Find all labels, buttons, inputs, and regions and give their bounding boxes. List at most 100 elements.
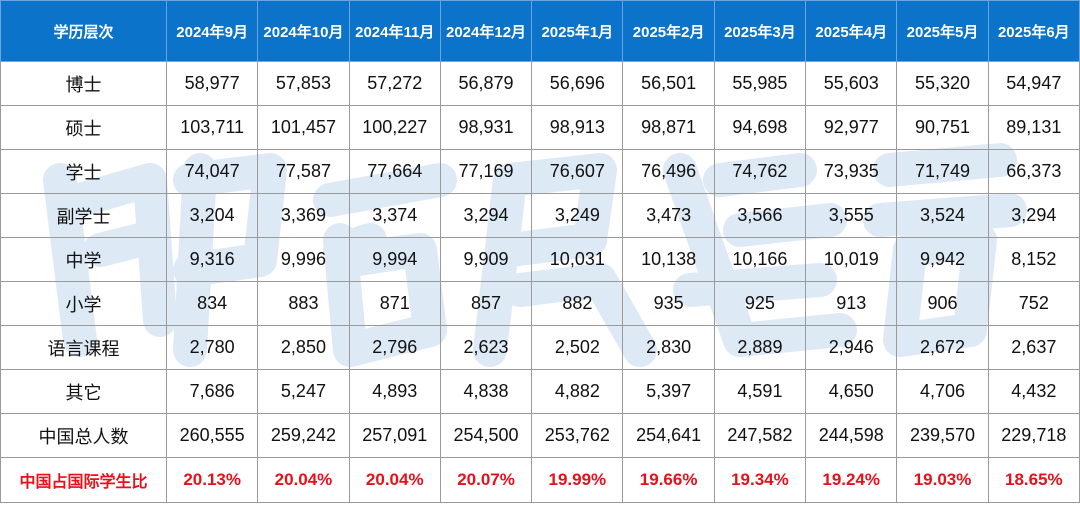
header-cell: 学历层次 (0, 0, 167, 62)
value-cell: 98,871 (622, 105, 715, 150)
value-cell: 19.99% (531, 457, 624, 503)
value-cell: 20.13% (165, 457, 259, 503)
value-cell: 3,524 (896, 193, 989, 238)
value-cell: 5,247 (257, 369, 350, 414)
row-label: 副学士 (0, 193, 167, 238)
header-cell: 2025年3月 (713, 0, 807, 62)
table-row: 中国总人数 260,555 259,242 257,091 254,500 253,762… (0, 413, 1080, 458)
value-cell: 4,706 (896, 369, 989, 414)
value-cell: 2,672 (896, 325, 989, 370)
value-cell: 92,977 (805, 105, 898, 150)
value-cell: 76,607 (531, 149, 624, 194)
row-label: 中国占国际学生比 (0, 457, 167, 503)
value-cell: 4,591 (713, 369, 807, 414)
value-cell: 257,091 (348, 413, 441, 458)
value-cell: 98,913 (531, 105, 624, 150)
value-cell: 71,749 (896, 149, 989, 194)
value-cell: 10,166 (713, 237, 807, 282)
value-cell: 89,131 (987, 105, 1080, 150)
value-cell: 4,882 (531, 369, 624, 414)
header-cell: 2025年5月 (896, 0, 989, 62)
value-cell: 9,994 (348, 237, 441, 282)
value-cell: 54,947 (987, 61, 1080, 106)
header-cell: 2024年9月 (165, 0, 259, 62)
value-cell: 229,718 (987, 413, 1080, 458)
value-cell: 7,686 (165, 369, 259, 414)
value-cell: 2,623 (439, 325, 533, 370)
value-cell: 74,047 (165, 149, 259, 194)
value-cell: 77,664 (348, 149, 441, 194)
value-cell: 3,555 (805, 193, 898, 238)
value-cell: 3,369 (257, 193, 350, 238)
value-cell: 100,227 (348, 105, 441, 150)
value-cell: 18.65% (987, 457, 1080, 503)
row-label: 中学 (0, 237, 167, 282)
value-cell: 20.04% (257, 457, 350, 503)
value-cell: 10,031 (531, 237, 624, 282)
value-cell: 76,496 (622, 149, 715, 194)
table-row: 博士 58,977 57,853 57,272 56,879 56,696 56,501 55… (0, 61, 1080, 106)
value-cell: 10,019 (805, 237, 898, 282)
value-cell: 56,879 (439, 61, 533, 106)
value-cell: 4,432 (987, 369, 1080, 414)
table-row: 中学 9,316 9,996 9,994 9,909 10,031 10,138 10,166… (0, 237, 1080, 282)
value-cell: 834 (165, 281, 259, 326)
row-label: 小学 (0, 281, 167, 326)
value-cell: 3,294 (439, 193, 533, 238)
value-cell: 9,942 (896, 237, 989, 282)
value-cell: 19.34% (713, 457, 807, 503)
value-cell: 20.07% (439, 457, 533, 503)
value-cell: 3,294 (987, 193, 1080, 238)
row-label: 语言课程 (0, 325, 167, 370)
value-cell: 260,555 (165, 413, 259, 458)
value-cell: 259,242 (257, 413, 350, 458)
row-label: 硕士 (0, 105, 167, 150)
value-cell: 2,502 (531, 325, 624, 370)
row-label: 其它 (0, 369, 167, 414)
value-cell: 925 (713, 281, 807, 326)
value-cell: 4,650 (805, 369, 898, 414)
value-cell: 871 (348, 281, 441, 326)
value-cell: 66,373 (987, 149, 1080, 194)
value-cell: 103,711 (165, 105, 259, 150)
value-cell: 3,374 (348, 193, 441, 238)
ratio-row: 中国占国际学生比 20.13% 20.04% 20.04% 20.07% 19.99% 19… (0, 457, 1080, 503)
table-row: 副学士 3,204 3,369 3,374 3,294 3,249 3,473 3,566 3,… (0, 193, 1080, 238)
value-cell: 244,598 (805, 413, 898, 458)
header-cell: 2025年6月 (987, 0, 1080, 62)
value-cell: 247,582 (713, 413, 807, 458)
value-cell: 2,830 (622, 325, 715, 370)
table-row: 硕士 103,711 101,457 100,227 98,931 98,913 98,87… (0, 105, 1080, 150)
value-cell: 882 (531, 281, 624, 326)
value-cell: 56,696 (531, 61, 624, 106)
row-label: 中国总人数 (0, 413, 167, 458)
value-cell: 77,169 (439, 149, 533, 194)
value-cell: 4,893 (348, 369, 441, 414)
value-cell: 2,780 (165, 325, 259, 370)
value-cell: 935 (622, 281, 715, 326)
value-cell: 57,853 (257, 61, 350, 106)
value-cell: 19.66% (622, 457, 715, 503)
value-cell: 254,641 (622, 413, 715, 458)
value-cell: 74,762 (713, 149, 807, 194)
value-cell: 101,457 (257, 105, 350, 150)
value-cell: 19.24% (805, 457, 898, 503)
value-cell: 55,603 (805, 61, 898, 106)
value-cell: 254,500 (439, 413, 533, 458)
value-cell: 10,138 (622, 237, 715, 282)
value-cell: 857 (439, 281, 533, 326)
value-cell: 3,204 (165, 193, 259, 238)
value-cell: 3,249 (531, 193, 624, 238)
header-cell: 2024年12月 (439, 0, 533, 62)
value-cell: 9,316 (165, 237, 259, 282)
value-cell: 19.03% (896, 457, 989, 503)
value-cell: 90,751 (896, 105, 989, 150)
value-cell: 55,985 (713, 61, 807, 106)
header-cell: 2024年11月 (348, 0, 441, 62)
value-cell: 752 (987, 281, 1080, 326)
value-cell: 9,996 (257, 237, 350, 282)
table-row: 学士 74,047 77,587 77,664 77,169 76,607 76,496 74… (0, 149, 1080, 194)
header-cell: 2025年1月 (531, 0, 624, 62)
header-cell: 2024年10月 (257, 0, 350, 62)
